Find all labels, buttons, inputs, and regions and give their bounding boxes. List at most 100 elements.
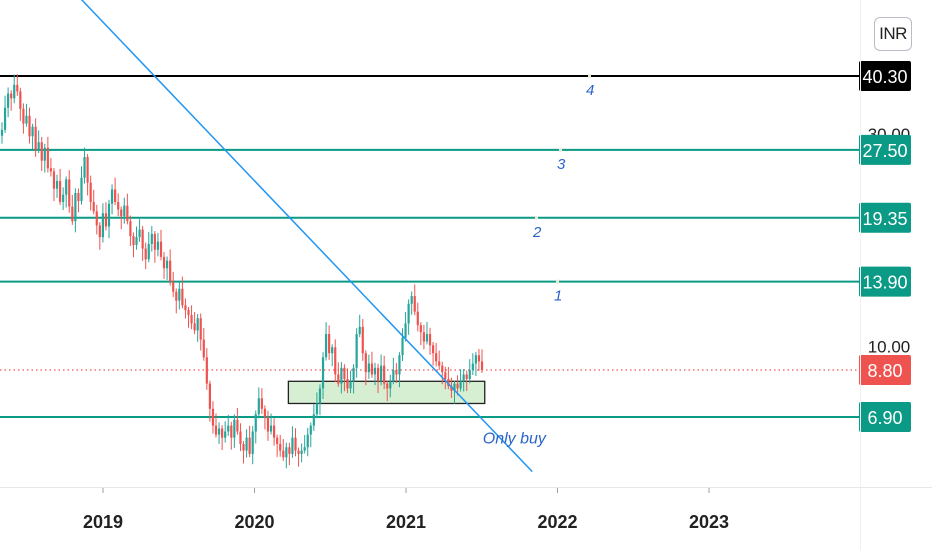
candle — [107, 199, 111, 239]
candle — [376, 363, 380, 393]
candle-body — [25, 115, 28, 124]
candle — [438, 350, 441, 370]
candle — [419, 322, 422, 346]
candle — [309, 422, 312, 448]
candle — [407, 299, 410, 335]
candle-body — [126, 205, 129, 222]
candle-body — [465, 374, 468, 379]
candle — [80, 166, 83, 205]
candle — [401, 328, 404, 361]
candle-body — [361, 326, 364, 354]
candle-body — [193, 323, 196, 331]
candle — [3, 95, 7, 133]
candle — [245, 429, 248, 458]
candle-body — [211, 408, 215, 426]
candle — [114, 177, 117, 206]
candle — [101, 203, 104, 243]
candle-body — [276, 437, 279, 445]
candle-body — [107, 203, 111, 227]
candle-body — [110, 189, 114, 204]
candle — [276, 434, 279, 457]
candle — [165, 256, 169, 280]
candle-body — [37, 142, 40, 150]
candle — [389, 374, 392, 398]
price-badge: 19.35 — [859, 202, 911, 233]
candle-body — [404, 323, 407, 338]
target-marker — [535, 215, 538, 220]
candle-body — [162, 256, 166, 269]
candle — [55, 174, 59, 198]
candle-body — [435, 353, 438, 362]
candle — [196, 313, 199, 342]
candle-body — [257, 398, 260, 415]
candle — [285, 442, 288, 469]
candle — [410, 291, 413, 315]
candle — [62, 187, 65, 211]
candle-body — [156, 241, 160, 250]
candle-body — [104, 213, 108, 227]
price-badge-label: 13.90 — [862, 273, 907, 293]
candle — [71, 195, 74, 225]
candle-body — [389, 381, 392, 389]
candle-body — [352, 367, 355, 382]
candle — [169, 249, 172, 286]
candle-body — [141, 229, 144, 249]
candle-body — [343, 367, 346, 379]
support-zone[interactable] — [287, 380, 486, 405]
price-axis[interactable] — [860, 0, 861, 550]
candle — [441, 361, 444, 385]
candle-body — [248, 437, 251, 454]
candle-body — [202, 339, 205, 358]
candle — [288, 442, 291, 466]
candle-body — [187, 310, 190, 315]
candle-body — [58, 181, 62, 202]
candle-body — [260, 398, 263, 409]
candle-body — [380, 365, 383, 382]
candle — [474, 351, 477, 376]
candle-body — [55, 181, 59, 189]
currency-badge[interactable]: INR — [874, 17, 912, 51]
candle-body — [80, 177, 83, 202]
candle-body — [444, 372, 447, 379]
candle — [324, 322, 328, 361]
candle-body — [74, 192, 77, 222]
candle-body — [373, 367, 377, 375]
candle — [233, 414, 236, 448]
candle — [83, 147, 86, 184]
candle-body — [7, 93, 10, 108]
candle-body — [331, 347, 334, 354]
target-label-4: 4 — [586, 82, 594, 99]
candle-body — [425, 334, 429, 342]
candle-body — [95, 211, 98, 226]
candle-body — [462, 374, 465, 382]
candle-body — [227, 425, 230, 432]
candle-body — [407, 303, 410, 324]
price-badge: 6.90 — [859, 402, 911, 432]
candle-body — [132, 236, 135, 246]
target-marker — [559, 147, 562, 152]
candle — [10, 90, 13, 111]
price-badge-label: 19.35 — [862, 209, 907, 229]
candle-body — [19, 91, 22, 109]
candle — [120, 206, 123, 230]
candle-body — [159, 241, 163, 257]
trendline[interactable] — [40, 0, 533, 473]
candle-body — [65, 179, 68, 195]
price-badge-bg — [859, 355, 911, 386]
candle-body — [165, 260, 169, 269]
candle-body — [282, 450, 285, 458]
candle — [214, 413, 218, 438]
candle — [89, 175, 92, 211]
target-marker — [588, 74, 591, 78]
time-axis[interactable] — [0, 487, 932, 488]
candle — [346, 368, 349, 394]
candle-body — [31, 126, 34, 137]
price-badge-label: 40.30 — [862, 67, 907, 87]
candle — [227, 414, 230, 436]
candle-body — [297, 450, 300, 454]
price-badge: 8.80 — [859, 355, 911, 386]
price-level-lines — [0, 75, 860, 418]
candle-body — [254, 414, 257, 432]
candle — [16, 74, 19, 96]
